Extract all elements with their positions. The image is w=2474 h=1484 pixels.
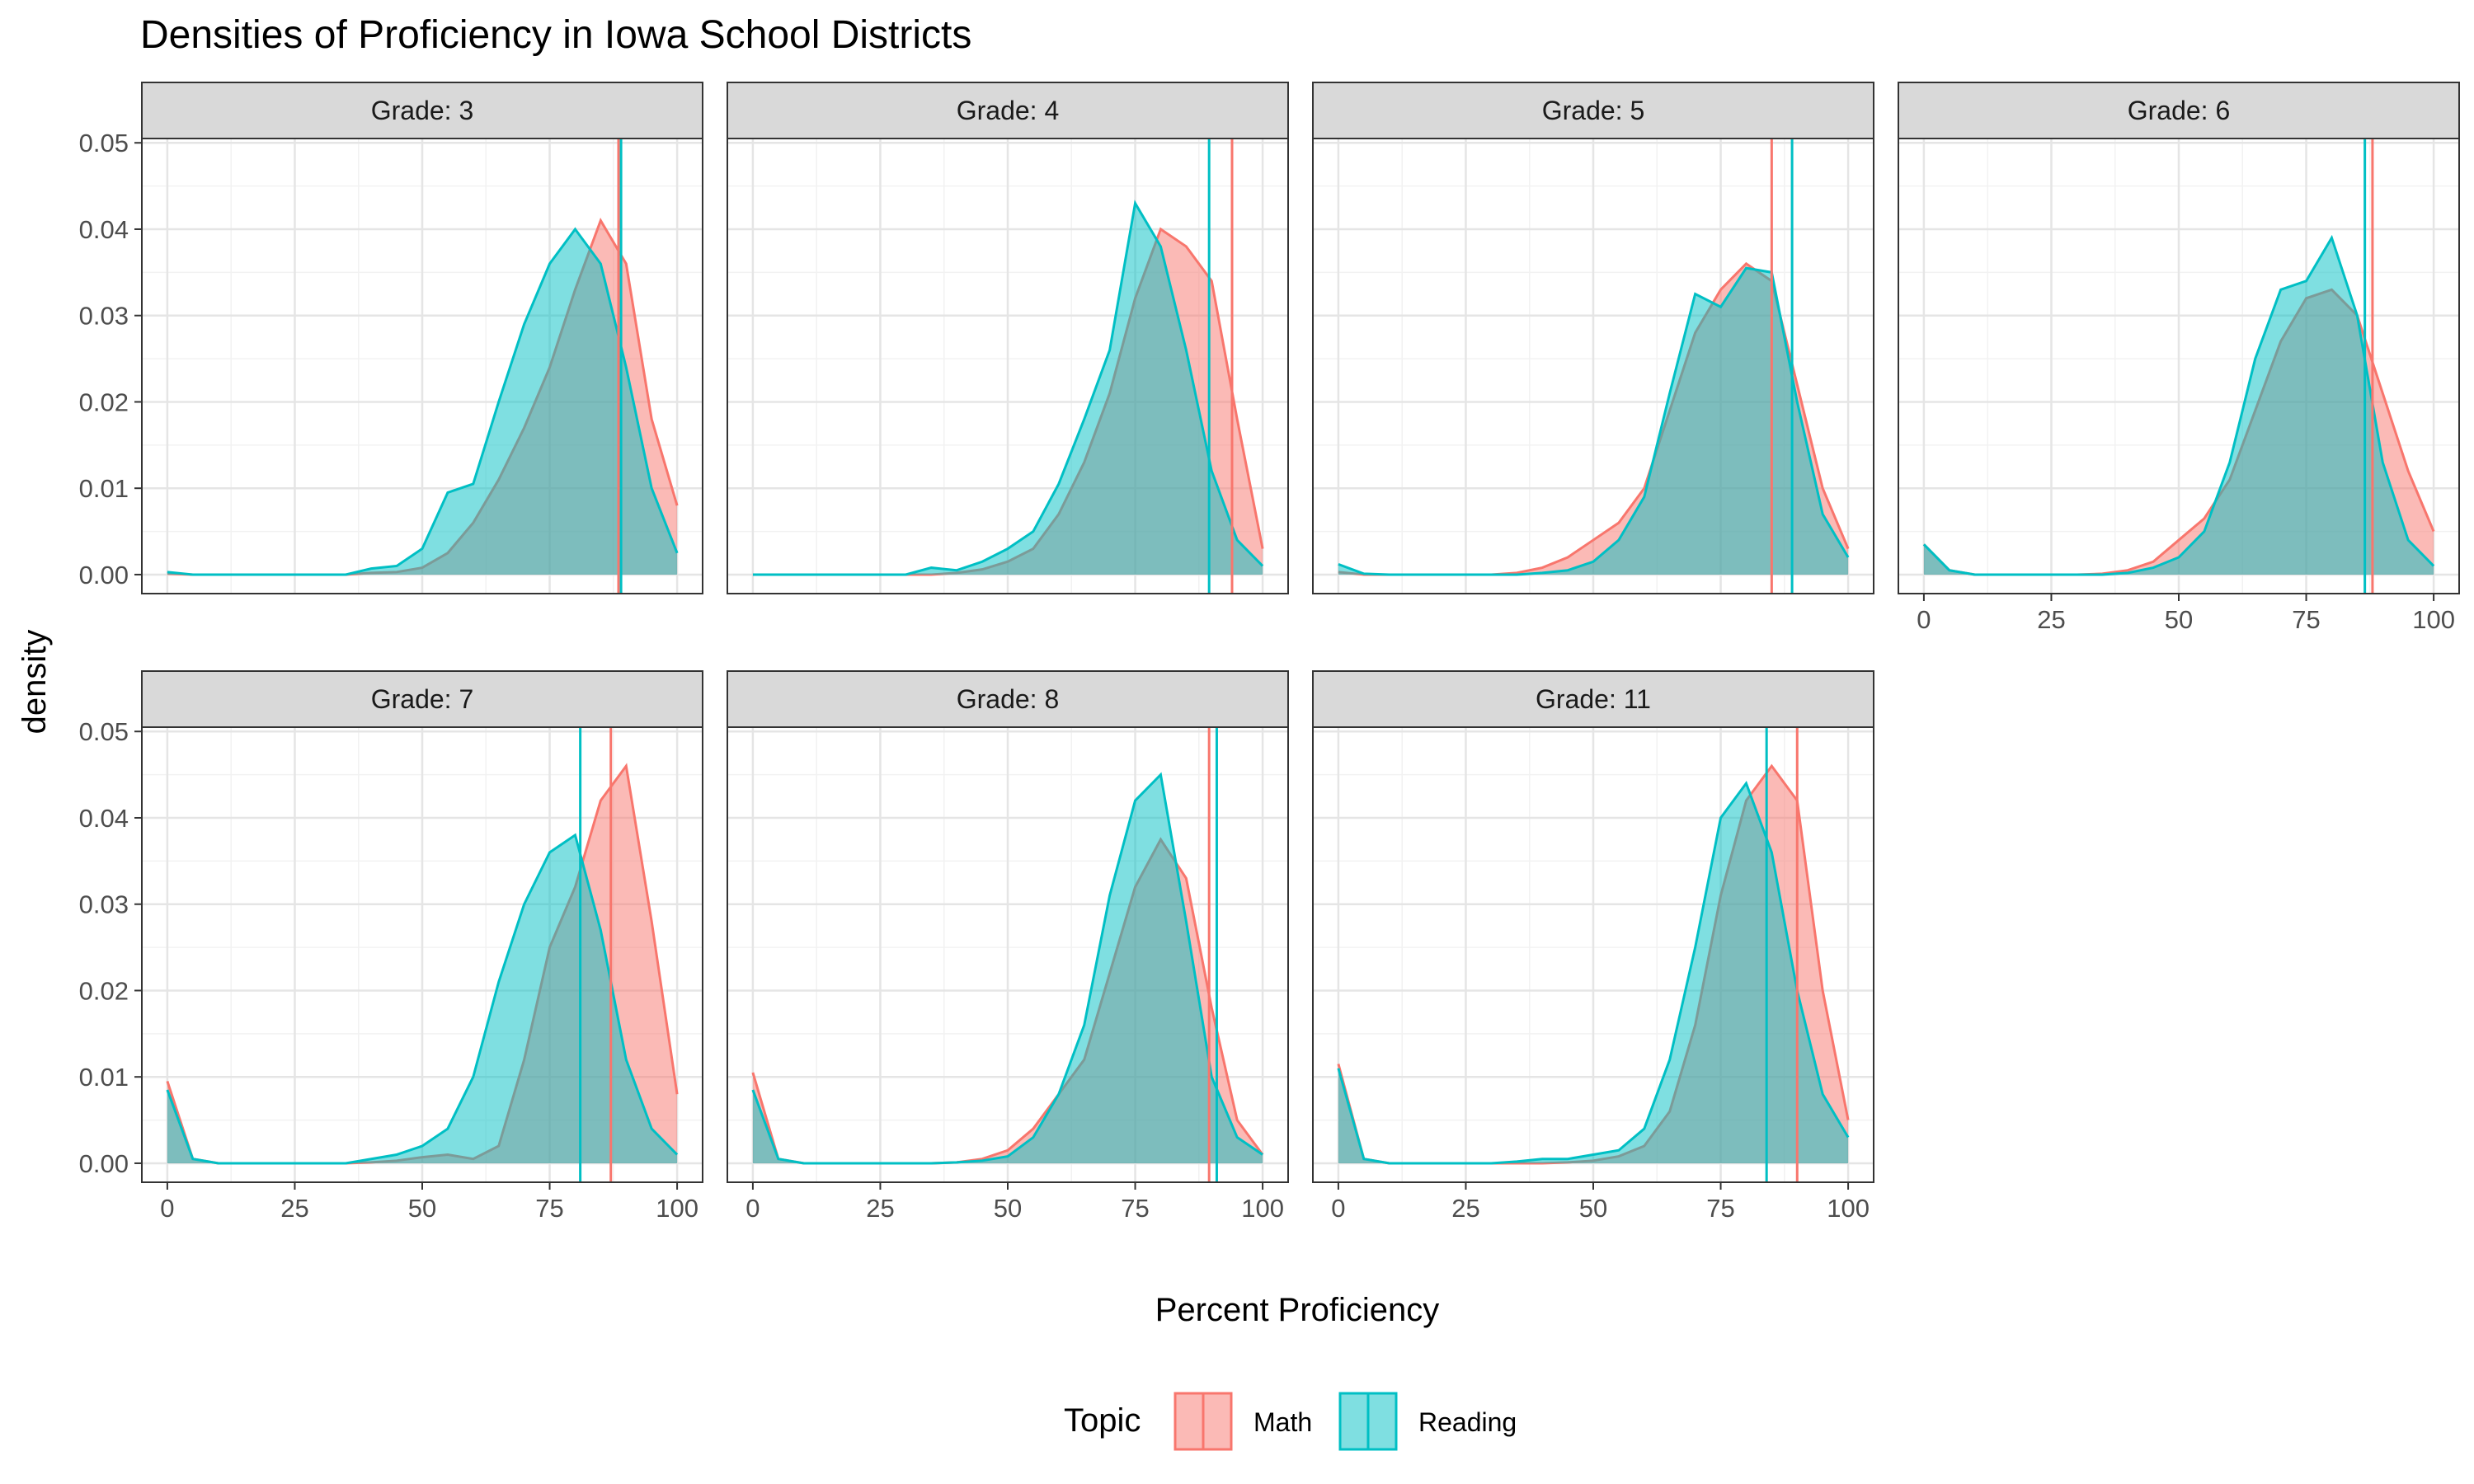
y-tick-label: 0.05: [79, 129, 129, 157]
facet-strip: [1312, 82, 1874, 139]
y-tick-label: 0.00: [79, 561, 129, 589]
y-tick-label: 0.04: [79, 804, 129, 833]
y-tick-label: 0.02: [79, 976, 129, 1005]
y-tick-label: 0.01: [79, 474, 129, 503]
density-area-reading: [167, 834, 678, 1163]
y-tick-label: 0.04: [79, 215, 129, 244]
facet-strip: [727, 670, 1289, 728]
legend-item: Reading: [1338, 1392, 1517, 1451]
facet-panel: Grade: 5: [1312, 82, 1874, 594]
density-line-reading: [752, 200, 1264, 576]
legend-items: Math Reading: [1174, 1392, 1517, 1451]
legend-title: Topic: [1064, 1402, 1141, 1439]
density-area-reading: [752, 203, 1263, 575]
legend-item: Math: [1174, 1392, 1312, 1451]
facet-panel: Grade: 8 0 25 50 75 100: [727, 670, 1289, 1223]
x-tick-label: 25: [1451, 1194, 1479, 1223]
facet-strip-label: Grade: 5: [1542, 96, 1645, 125]
facet-panel: Grade: 11 0 25 50 75 100: [1312, 670, 1874, 1223]
density-area-reading: [1923, 237, 2434, 575]
x-tick-label: 0: [1331, 1194, 1345, 1223]
x-tick-label: 100: [1241, 1194, 1284, 1223]
chart-title: Densities of Proficiency in Iowa School …: [140, 13, 971, 57]
facet-panels: Grade: 3 0.00 0.01 0.02 0.03 0.04 0.05 Grade: 4…: [79, 82, 2460, 1223]
x-tick-label: 25: [2037, 605, 2065, 634]
facet-strip-label: Grade: 11: [1536, 684, 1651, 714]
y-tick-label: 0.03: [79, 890, 129, 919]
density-line-reading: [1922, 234, 2435, 576]
legend: Topic Math Reading: [1064, 1392, 1517, 1451]
x-tick-label: 75: [1121, 1194, 1149, 1223]
x-tick-label: 100: [656, 1194, 698, 1223]
x-tick-label: 50: [994, 1194, 1022, 1223]
x-tick-label: 25: [280, 1194, 308, 1223]
x-tick-label: 0: [1917, 605, 1931, 634]
y-tick-label: 0.05: [79, 717, 129, 746]
facet-strip: [1312, 670, 1874, 728]
legend-label: Reading: [1418, 1407, 1517, 1437]
x-tick-label: 100: [2412, 605, 2455, 634]
density-area-reading: [167, 228, 678, 575]
panel-border: [141, 138, 703, 594]
facet-strip-label: Grade: 8: [957, 684, 1060, 714]
x-tick-label: 75: [535, 1194, 563, 1223]
legend-label: Math: [1253, 1407, 1312, 1437]
density-line-reading: [1338, 266, 1850, 576]
x-tick-label: 50: [408, 1194, 436, 1223]
facet-strip: [141, 670, 703, 728]
facet-panel: Grade: 7 0.00 0.01 0.02 0.03 0.04 0.05 0 25 50 75 1…: [79, 670, 703, 1223]
x-tick-label: 75: [1706, 1194, 1734, 1223]
density-area-reading: [1338, 268, 1849, 575]
density-line-reading: [1337, 780, 1850, 1165]
y-tick-label: 0.03: [79, 302, 129, 331]
y-axis-title: density: [16, 630, 53, 735]
x-tick-label: 100: [1827, 1194, 1870, 1223]
y-tick-label: 0.00: [79, 1149, 129, 1178]
facet-strip-label: Grade: 4: [957, 96, 1060, 125]
facet-panel: Grade: 3 0.00 0.01 0.02 0.03 0.04 0.05: [79, 82, 703, 594]
density-area-reading: [1338, 783, 1849, 1163]
x-tick-label: 50: [1579, 1194, 1607, 1223]
x-axis-title: Percent Proficiency: [1155, 1292, 1440, 1328]
panel-border: [727, 138, 1289, 594]
panel-border: [1312, 138, 1874, 594]
x-tick-label: 0: [745, 1194, 760, 1223]
density-line-reading: [751, 772, 1263, 1165]
density-area-reading: [752, 774, 1263, 1163]
facet-panel: Grade: 4: [727, 82, 1289, 594]
x-tick-label: 50: [2165, 605, 2193, 634]
x-tick-label: 25: [866, 1194, 894, 1223]
facet-strip-label: Grade: 3: [371, 96, 474, 125]
facet-strip-label: Grade: 7: [371, 684, 474, 714]
density-line-reading: [167, 227, 679, 576]
facet-strip-label: Grade: 6: [2128, 96, 2231, 125]
y-tick-label: 0.01: [79, 1063, 129, 1092]
density-line-reading: [166, 833, 679, 1165]
facet-panel: Grade: 6 0 25 50 75 100: [1898, 82, 2460, 634]
x-tick-label: 75: [2292, 605, 2320, 634]
y-tick-label: 0.02: [79, 387, 129, 416]
x-tick-label: 0: [160, 1194, 174, 1223]
facet-strip: [141, 82, 703, 139]
